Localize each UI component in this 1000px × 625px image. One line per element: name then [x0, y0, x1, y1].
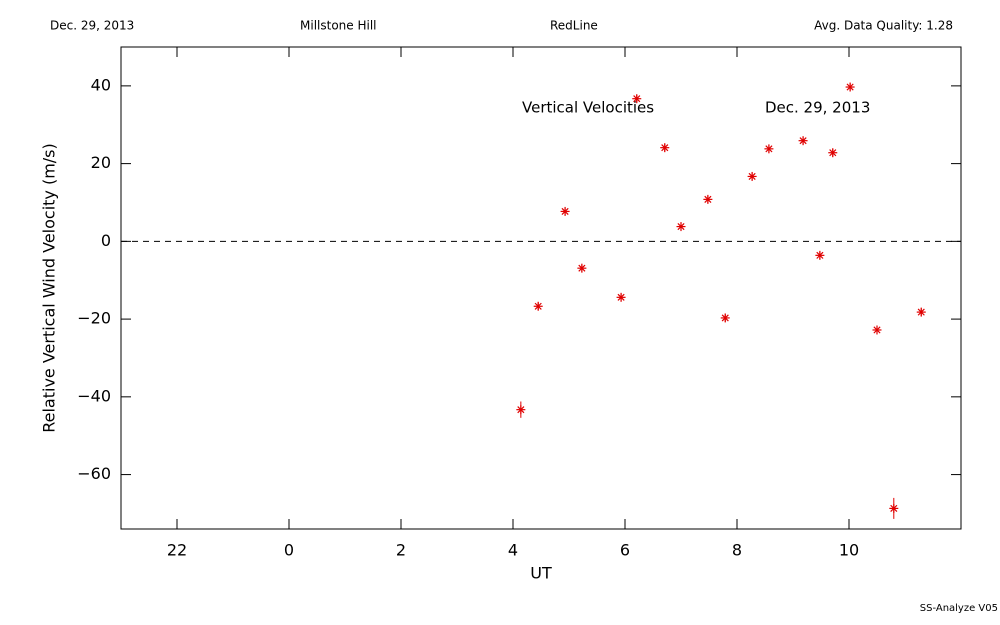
point — [632, 94, 642, 104]
star-stroke — [517, 406, 525, 414]
point — [889, 503, 899, 513]
point — [916, 307, 926, 317]
y-tick-label: 20 — [91, 153, 111, 172]
point — [798, 136, 808, 146]
star-stroke — [561, 207, 569, 215]
plot-frame — [120, 46, 962, 530]
point — [660, 143, 670, 153]
y-tick-label: −40 — [77, 386, 111, 405]
header-date: Dec. 29, 2013 — [50, 19, 134, 33]
x-tick-label: 6 — [620, 541, 630, 560]
star-stroke — [816, 251, 824, 259]
header-instrument: RedLine — [550, 19, 598, 33]
star-stroke — [829, 149, 837, 157]
point — [676, 222, 686, 232]
point — [815, 250, 825, 260]
point — [616, 292, 626, 302]
x-axis-label: UT — [530, 564, 552, 583]
star-stroke — [846, 83, 854, 91]
annotation: Dec. 29, 2013 — [765, 99, 870, 117]
x-tick-label: 4 — [508, 541, 518, 560]
point — [872, 325, 882, 335]
x-tick-label: 8 — [732, 541, 742, 560]
header-quality: Avg. Data Quality: 1.28 — [814, 19, 953, 33]
star-stroke — [534, 302, 542, 310]
point — [560, 206, 570, 216]
point — [845, 82, 855, 92]
x-tick-label: 0 — [284, 541, 294, 560]
header-site: Millstone Hill — [300, 19, 376, 33]
y-tick-label: −20 — [77, 309, 111, 328]
y-tick-label: 40 — [91, 75, 111, 94]
star-stroke — [578, 264, 586, 272]
star-stroke — [873, 326, 881, 334]
x-tick-label: 2 — [396, 541, 406, 560]
point — [533, 301, 543, 311]
star-stroke — [890, 504, 898, 512]
star-stroke — [677, 223, 685, 231]
footer: SS-Analyze V05 — [920, 603, 998, 614]
star-stroke — [721, 314, 729, 322]
point — [703, 194, 713, 204]
point — [747, 171, 757, 181]
star-stroke — [917, 308, 925, 316]
star-stroke — [748, 172, 756, 181]
star-stroke — [633, 95, 641, 103]
point — [764, 144, 774, 154]
point — [828, 148, 838, 158]
star-stroke — [617, 293, 625, 301]
y-tick-label: 0 — [101, 231, 111, 250]
star-stroke — [704, 195, 712, 203]
x-tick-label: 22 — [167, 541, 187, 560]
point — [516, 405, 526, 415]
point — [720, 313, 730, 323]
star-stroke — [799, 137, 807, 145]
y-axis-label: Relative Vertical Wind Velocity (m/s) — [40, 143, 59, 433]
star-stroke — [765, 145, 773, 153]
point — [577, 263, 587, 273]
star-stroke — [661, 144, 669, 152]
x-tick-label: 10 — [839, 541, 859, 560]
y-tick-label: −60 — [77, 464, 111, 483]
annotation: Vertical Velocities — [522, 99, 654, 117]
